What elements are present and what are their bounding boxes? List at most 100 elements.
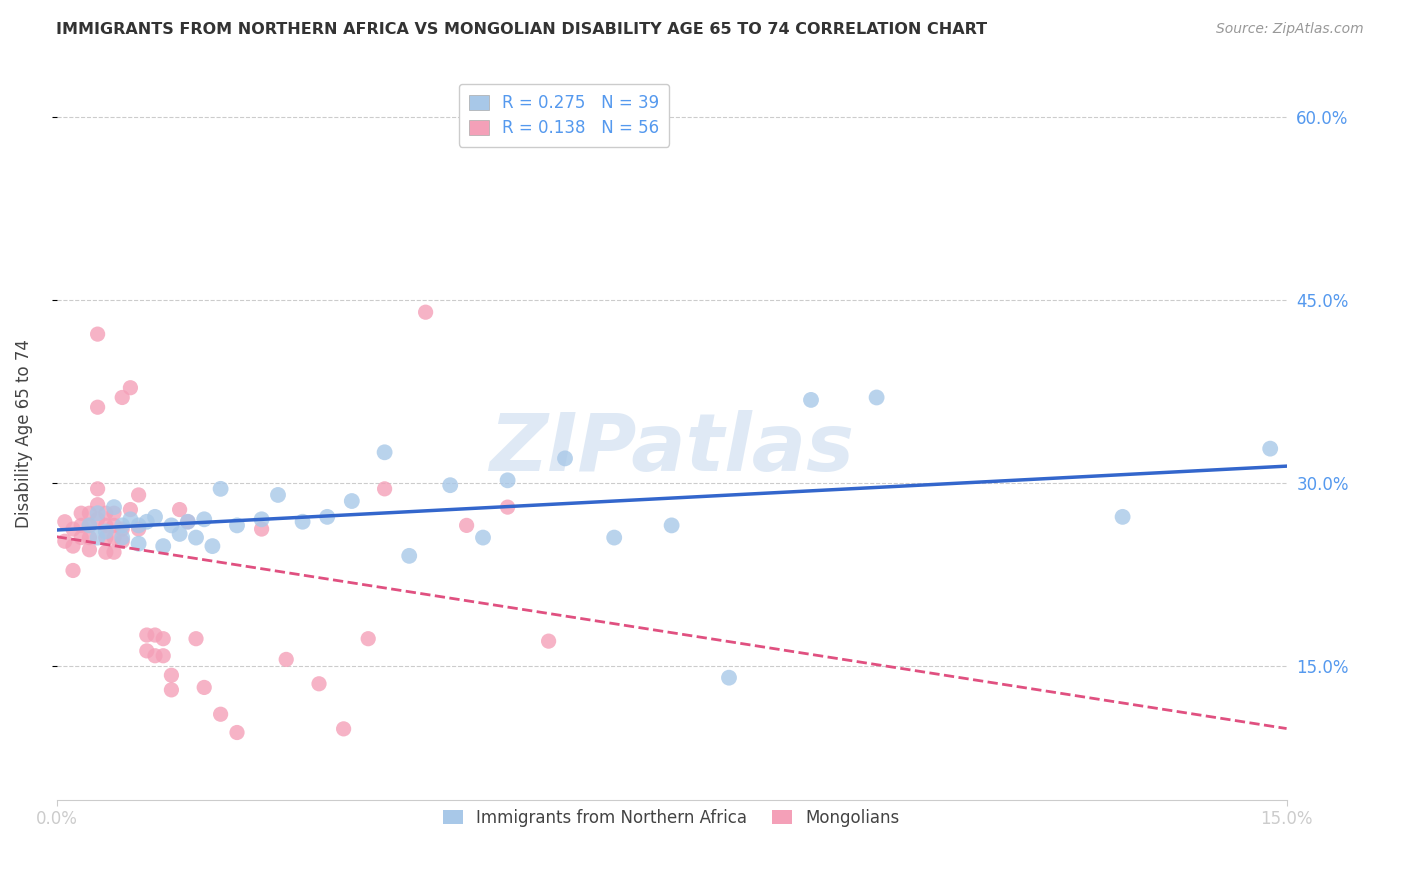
Point [193, 512, 215, 526]
Point [111, 534, 134, 549]
Point [308, 677, 330, 691]
Point [86, 498, 108, 512]
Point [160, 668, 183, 682]
Point [103, 545, 125, 559]
Point [201, 539, 224, 553]
Point [209, 707, 232, 722]
Point [111, 391, 134, 405]
Point [169, 502, 191, 516]
Point [111, 531, 134, 545]
Point [120, 512, 142, 526]
Point [291, 515, 314, 529]
Point [209, 482, 232, 496]
Point [160, 682, 183, 697]
Point [276, 652, 298, 666]
Point [94, 524, 117, 539]
Point [143, 509, 166, 524]
Point [374, 482, 396, 496]
Point [143, 648, 166, 663]
Point [152, 539, 174, 553]
Legend: Immigrants from Northern Africa, Mongolians: Immigrants from Northern Africa, Mongoli… [434, 800, 908, 835]
Point [128, 522, 150, 536]
Point [1111, 509, 1133, 524]
Text: IMMIGRANTS FROM NORTHERN AFRICA VS MONGOLIAN DISABILITY AGE 65 TO 74 CORRELATION: IMMIGRANTS FROM NORTHERN AFRICA VS MONGO… [56, 22, 987, 37]
Point [603, 531, 626, 545]
Point [226, 518, 249, 533]
Point [79, 518, 101, 533]
Point [152, 632, 174, 646]
Point [86, 512, 108, 526]
Point [398, 549, 420, 563]
Point [537, 634, 560, 648]
Point [661, 518, 683, 533]
Point [79, 506, 101, 520]
Point [111, 522, 134, 536]
Point [103, 531, 125, 545]
Point [94, 506, 117, 520]
Point [86, 482, 108, 496]
Point [62, 564, 84, 578]
Point [62, 539, 84, 553]
Point [169, 527, 191, 541]
Point [496, 500, 519, 515]
Point [554, 451, 576, 466]
Point [374, 445, 396, 459]
Point [94, 545, 117, 559]
Point [120, 381, 142, 395]
Point [53, 534, 76, 549]
Point [86, 506, 108, 520]
Point [193, 681, 215, 695]
Point [250, 512, 273, 526]
Point [79, 518, 101, 533]
Point [152, 648, 174, 663]
Point [184, 531, 207, 545]
Point [267, 488, 290, 502]
Point [94, 518, 117, 533]
Point [128, 518, 150, 533]
Point [177, 515, 200, 529]
Point [456, 518, 478, 533]
Point [340, 494, 363, 508]
Point [250, 522, 273, 536]
Point [111, 518, 134, 533]
Point [226, 725, 249, 739]
Point [177, 515, 200, 529]
Point [79, 542, 101, 557]
Point [128, 488, 150, 502]
Point [86, 327, 108, 342]
Point [472, 531, 495, 545]
Point [160, 518, 183, 533]
Point [103, 506, 125, 520]
Point [357, 632, 380, 646]
Point [120, 502, 142, 516]
Point [135, 628, 157, 642]
Point [143, 628, 166, 642]
Text: Source: ZipAtlas.com: Source: ZipAtlas.com [1216, 22, 1364, 37]
Point [865, 391, 887, 405]
Point [332, 722, 354, 736]
Point [70, 518, 93, 533]
Point [496, 473, 519, 487]
Point [316, 509, 339, 524]
Point [70, 531, 93, 545]
Point [103, 518, 125, 533]
Point [717, 671, 740, 685]
Point [128, 536, 150, 550]
Point [439, 478, 461, 492]
Point [1258, 442, 1281, 456]
Point [86, 401, 108, 415]
Text: ZIPatlas: ZIPatlas [489, 409, 853, 488]
Point [79, 531, 101, 545]
Point [184, 632, 207, 646]
Point [415, 305, 437, 319]
Point [103, 500, 125, 515]
Point [86, 531, 108, 545]
Y-axis label: Disability Age 65 to 74: Disability Age 65 to 74 [15, 340, 32, 528]
Point [53, 515, 76, 529]
Point [800, 392, 823, 407]
Point [135, 515, 157, 529]
Point [70, 506, 93, 520]
Point [62, 522, 84, 536]
Point [135, 644, 157, 658]
Point [94, 531, 117, 545]
